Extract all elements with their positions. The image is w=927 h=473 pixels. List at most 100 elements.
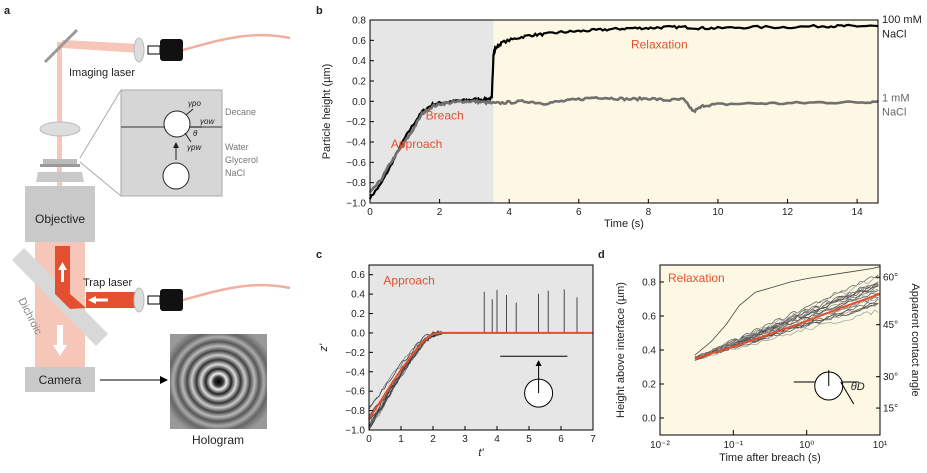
relaxation-outlier-trace [694,266,881,356]
x-tick-label: 8 [646,207,652,218]
relaxation-trace [694,276,879,359]
x-axis-label: Time (s) [604,218,644,230]
y-axis-label: Particle height (µm) [321,64,333,160]
objective-tip [36,172,84,182]
imaging-laser-source [160,39,183,61]
objective-label: Objective [35,212,85,226]
y-tick-label: −0.8 [345,406,365,417]
y-tick-label: 0.0 [351,328,365,339]
x-tick-label: 0 [367,207,373,218]
gamma-po-label: γpo [188,99,201,108]
y-tick-label: −1.0 [345,426,365,437]
region-approach [370,20,494,203]
approach-arrowhead [173,142,179,148]
trap-up-arrowhead [58,262,67,270]
y-tick-label: 0.4 [642,346,656,357]
decane-label: Decane [225,107,256,117]
sample-cell [43,159,77,164]
y-tick-label: −0.6 [345,387,365,398]
x-tick-label: 12 [782,207,794,218]
y-tick-label: 0.0 [642,414,656,425]
camera-box [25,367,95,392]
gamma-ow-label: γow [200,117,215,126]
zoom-line-lower [79,161,122,197]
x-tick-label: 4 [494,434,500,445]
imaging-lens [133,37,145,63]
gamma-pw-label: γpw [187,143,202,152]
x-tick-label: 2 [430,434,436,445]
relaxation-trace [694,283,879,361]
imaging-beam [57,42,62,267]
y-tick-label: 0.6 [642,312,656,323]
y-tick-label: 0.0 [352,97,366,108]
cover-slip [40,164,80,167]
down-arrowhead [53,345,67,356]
y-tick-label: −0.4 [346,138,366,149]
panel-d-letter: d [598,249,605,261]
x-tick-label: 4 [506,207,512,218]
legend-100mm-line1: 100 mM [882,14,922,26]
series-line-100mm [368,23,879,200]
trap-up-arrow [61,270,64,282]
top-mirror [43,28,79,64]
y-tick-label: 0.8 [642,278,656,289]
plot-frame [368,264,594,431]
y-tick-label: −1.0 [346,199,366,210]
annotation-relaxation: Relaxation [631,37,688,51]
imaging-fiber-coupler [147,45,161,55]
water-label: Water [225,142,249,152]
x-tick-label: 2 [437,207,443,218]
camera-label: Camera [39,373,82,387]
y-axis-label: Height above interface (µm) [615,282,627,418]
relaxation-trace [694,292,879,359]
x-tick-label: 14 [852,207,864,218]
x-tick-label: 10⁻² [650,440,670,451]
series-line-1mm [368,95,879,194]
y-tick-label: −0.4 [345,367,365,378]
particle-approaching [162,162,190,190]
x-tick-label: 10¹ [873,440,888,451]
trap-laser-source [160,289,183,311]
y-tick-label: 0.2 [352,77,366,88]
down-arrow [57,325,63,345]
inset-angle-line [840,381,855,405]
zoom-line-upper [79,89,122,159]
panel-c-background [369,265,593,430]
legend-1mm-line1: 1 mM [882,92,910,104]
y-tick-label: −0.6 [346,158,366,169]
y2-tick-label: 30° [883,372,898,383]
condenser-lens [39,121,81,137]
x-tick-label: 0 [366,434,372,445]
panel-b-letter: b [316,5,323,17]
x-tick-label: 10 [712,207,724,218]
region-relaxation [493,20,878,203]
x-tick-label: 10⁻¹ [723,440,743,451]
relaxation-trace [694,285,879,359]
trap-left-arrowhead [88,296,96,304]
x-tick-label: 7 [590,434,596,445]
particle-at-interface [163,110,191,138]
y-tick-label: 0.2 [351,309,365,320]
y2-tick-label: 60° [883,273,898,284]
nacl-label: NaCl [225,168,245,178]
imaging-fiber [182,33,291,52]
y2-axis-label: Apparent contact angle [909,283,921,396]
y-tick-label: 0.6 [351,270,365,281]
x-tick-label: 3 [462,434,468,445]
panel-c-chart: c 0 1 2 3 4 5 6 7 −1.0 −0.8 −0.6 −0.4 −0.2 0.0 0.2 0.4 0.… [316,249,596,459]
x-tick-label: 5 [526,434,532,445]
camera-arrowhead [160,376,168,384]
panel-b-chart: b 0 2 4 6 8 10 12 14 −1.0 −0.8 −0.6 −0.4 −0.2 0.0 0.2 0.… [316,5,922,230]
y-tick-label: 0.6 [352,36,366,47]
x-axis-label: t' [478,447,484,459]
inset-arrowhead [535,360,542,366]
annotation-breach: Breach [426,109,464,123]
trap-fiber-coupler [147,295,161,305]
hologram-image [170,334,267,429]
y-tick-label: −0.2 [346,117,366,128]
annotation-approach: Approach [391,137,442,151]
hologram-label: Hologram [192,433,244,447]
objective-body [25,186,95,242]
imaging-laser-label: Imaging laser [69,67,135,79]
y-tick-label: 0.4 [351,290,365,301]
